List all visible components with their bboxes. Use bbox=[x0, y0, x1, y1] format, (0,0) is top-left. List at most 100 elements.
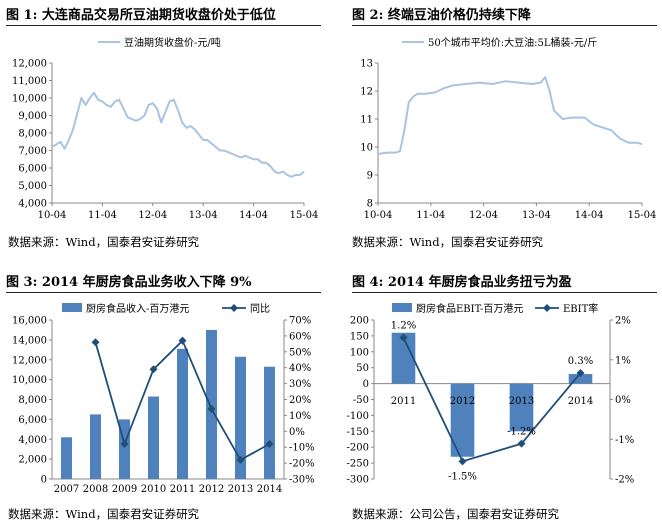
y2-tick-label: 0% bbox=[615, 395, 631, 406]
x-tick-label: 14-04 bbox=[239, 210, 268, 221]
y2-tick-label: -30% bbox=[289, 475, 315, 486]
y-tick-label: 4,000 bbox=[18, 435, 47, 446]
y-tick-label: 2,000 bbox=[18, 455, 47, 466]
figure-1-source: 数据来源：Wind，国泰君安证券研究 bbox=[8, 235, 200, 249]
y2-tick-label: 2% bbox=[615, 316, 631, 327]
legend-label: 豆油期货收盘价-元/吨 bbox=[124, 36, 221, 49]
y2-tick-label: 20% bbox=[289, 395, 311, 406]
series-line-1 bbox=[51, 91, 305, 178]
series-line-2 bbox=[377, 76, 643, 155]
y-tick-label: 8,000 bbox=[18, 395, 47, 406]
line-point-marker bbox=[236, 455, 245, 464]
bar-2013 bbox=[234, 356, 247, 479]
series-line-4 bbox=[402, 337, 582, 463]
bar-2012 bbox=[450, 383, 475, 457]
bar-2009 bbox=[118, 419, 131, 479]
y-tick-label: 200 bbox=[350, 316, 369, 327]
x-tick-label: 2013 bbox=[228, 484, 253, 495]
line-point-marker bbox=[265, 440, 274, 449]
figure-4-source: 数据来源：公司公告，国泰君安证券研究 bbox=[352, 507, 559, 521]
data-label: -1.5% bbox=[448, 471, 477, 482]
x-tick-label: 2011 bbox=[170, 484, 195, 495]
y-tick-label: 14,000 bbox=[12, 335, 47, 346]
bar-2007 bbox=[60, 437, 73, 479]
y2-tick-label: 50% bbox=[289, 347, 311, 358]
title-rule-3 bbox=[6, 292, 321, 293]
y2-tick-label: 60% bbox=[289, 331, 311, 342]
x-tick-label: 13-04 bbox=[189, 210, 218, 221]
legend-bar-swatch bbox=[62, 303, 82, 312]
y-tick-label: 100 bbox=[350, 347, 369, 358]
y-tick-label: -50 bbox=[353, 395, 369, 406]
bar-2008 bbox=[89, 414, 102, 479]
bar-2010 bbox=[147, 396, 160, 479]
y-tick-label: 6,000 bbox=[18, 415, 47, 426]
title-rule-4 bbox=[352, 292, 657, 293]
x-tick-label: 12-04 bbox=[138, 210, 167, 221]
legend-bar-label: 厨房食品收入-百万港元 bbox=[86, 302, 189, 315]
y-tick-label: -150 bbox=[347, 427, 369, 438]
y-tick-label: 4,000 bbox=[18, 199, 47, 210]
x-tick-label: 12-04 bbox=[469, 210, 498, 221]
x-tick-label: 2011 bbox=[391, 396, 416, 407]
line-point-marker bbox=[517, 439, 526, 448]
bar-2014 bbox=[568, 374, 593, 384]
y2-tick-label: -20% bbox=[289, 459, 315, 470]
bar-2012 bbox=[205, 329, 218, 479]
y2-tick-label: 1% bbox=[615, 355, 631, 366]
line-point-marker bbox=[576, 369, 585, 377]
x-tick-label: 2013 bbox=[509, 396, 534, 407]
figure-2-source: 数据来源：Wind，国泰君安证券研究 bbox=[352, 235, 544, 249]
x-tick-label: 11-04 bbox=[416, 210, 445, 221]
title-rule-2 bbox=[352, 25, 657, 26]
legend-label: 50个城市平均价:大豆油:5L桶装-元/斤 bbox=[428, 36, 597, 49]
x-tick-label: 13-04 bbox=[522, 210, 551, 221]
bar-2014 bbox=[263, 366, 276, 479]
figure-3-source: 数据来源：Wind，国泰君安证券研究 bbox=[8, 507, 200, 521]
y2-tick-label: 0% bbox=[289, 427, 305, 438]
x-tick-label: 2012 bbox=[450, 396, 475, 407]
data-label: 1.2% bbox=[391, 321, 416, 332]
line-point-marker bbox=[399, 333, 408, 342]
y-tick-label: 7,000 bbox=[18, 146, 47, 157]
y-tick-label: 0 bbox=[363, 379, 369, 390]
legend-line-marker bbox=[230, 304, 238, 312]
y-tick-label: 9 bbox=[367, 171, 373, 182]
y-tick-label: 8,000 bbox=[18, 129, 47, 140]
figure-3-title: 图 3: 2014 年厨房食品业务收入下降 9% bbox=[6, 275, 252, 290]
line-point-marker bbox=[178, 336, 187, 345]
y-tick-label: 12,000 bbox=[12, 59, 47, 70]
figure-1-title: 图 1: 大连商品交易所豆油期货收盘价处于低位 bbox=[6, 8, 276, 23]
y2-tick-label: 70% bbox=[289, 316, 311, 327]
y-tick-label: 5,000 bbox=[18, 181, 47, 192]
legend-line-label: 同比 bbox=[250, 303, 270, 315]
y2-tick-label: -2% bbox=[615, 475, 634, 486]
line-point-marker bbox=[91, 338, 100, 347]
x-tick-label: 15-04 bbox=[290, 210, 319, 221]
title-rule-1 bbox=[6, 25, 321, 26]
y-tick-label: 6,000 bbox=[18, 164, 47, 175]
y-tick-label: 0 bbox=[41, 475, 47, 486]
y2-tick-label: 40% bbox=[289, 363, 311, 374]
y-tick-label: -100 bbox=[347, 411, 369, 422]
y-tick-label: 12 bbox=[360, 87, 373, 98]
y-tick-label: 11 bbox=[360, 115, 373, 126]
x-tick-label: 10-04 bbox=[38, 210, 67, 221]
y-tick-label: 9,000 bbox=[18, 111, 47, 122]
data-label: -1.2% bbox=[507, 427, 536, 438]
y-tick-label: 11,000 bbox=[12, 76, 47, 87]
y-tick-label: -200 bbox=[347, 443, 369, 454]
y2-tick-label: -10% bbox=[289, 443, 315, 454]
y-tick-label: -250 bbox=[347, 459, 369, 470]
bar-2013 bbox=[509, 383, 534, 432]
legend-line-marker bbox=[543, 304, 551, 312]
y-tick-label: 13 bbox=[360, 59, 373, 70]
x-tick-label: 2008 bbox=[83, 484, 108, 495]
y2-tick-label: -1% bbox=[615, 435, 634, 446]
line-point-marker bbox=[458, 457, 467, 466]
y2-tick-label: 30% bbox=[289, 379, 311, 390]
y-tick-label: 16,000 bbox=[12, 316, 47, 327]
x-tick-label: 14-04 bbox=[575, 210, 604, 221]
x-tick-label: 2014 bbox=[257, 484, 282, 495]
